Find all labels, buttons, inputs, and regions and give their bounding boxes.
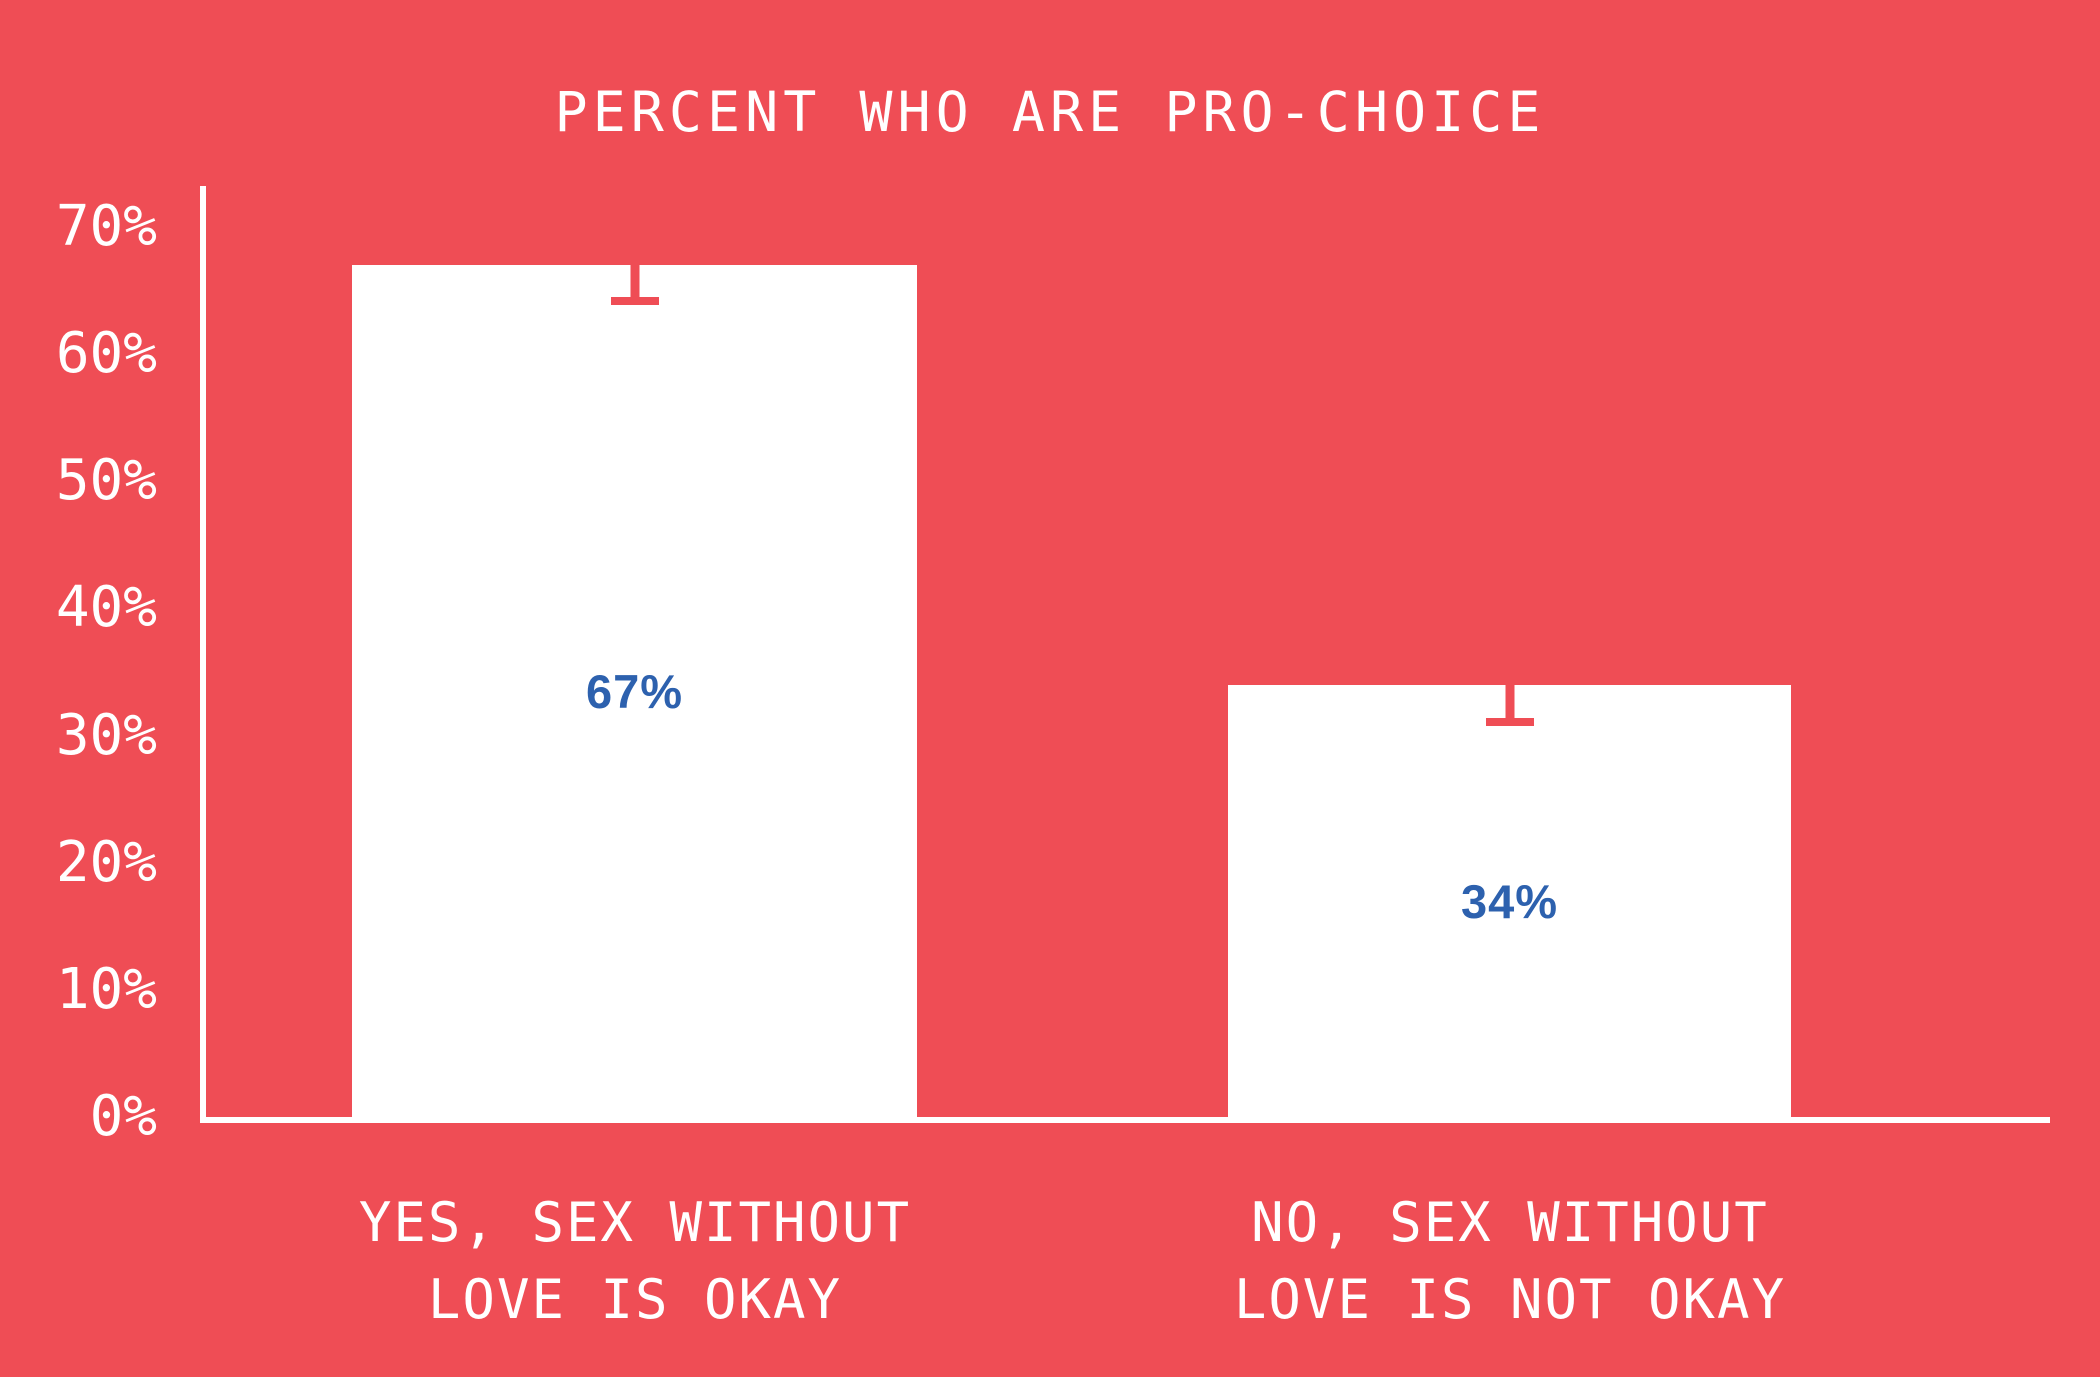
y-tick-label: 50% (55, 448, 157, 514)
x-category-label: YES, SEX WITHOUT LOVE IS OKAY (225, 1184, 1045, 1338)
x-axis-line (200, 1117, 2050, 1123)
x-category-label: NO, SEX WITHOUT LOVE IS NOT OKAY (1100, 1184, 1920, 1338)
x-category-label-line: LOVE IS NOT OKAY (1233, 1268, 1787, 1331)
error-bar-stem (1505, 685, 1514, 726)
bar-value-label: 67% (585, 664, 684, 718)
y-tick-label: 60% (55, 321, 157, 387)
y-tick-label: 20% (55, 829, 157, 895)
x-category-label-line: YES, SEX WITHOUT (358, 1191, 912, 1254)
y-tick-label: 30% (55, 702, 157, 768)
y-tick-label: 10% (55, 956, 157, 1022)
y-tick-label: 70% (55, 194, 157, 259)
bar: 67% (352, 265, 917, 1117)
error-bar-stem (630, 265, 639, 305)
bar: 34% (1228, 685, 1791, 1117)
y-tick-label: 40% (55, 575, 157, 641)
y-tick-label: 0% (89, 1084, 157, 1149)
chart-title: PERCENT WHO ARE PRO-CHOICE (554, 80, 1546, 144)
error-bar-cap (610, 297, 659, 305)
bar-value-label: 34% (1460, 874, 1559, 928)
error-bar-cap (1485, 718, 1534, 726)
x-category-label-line: NO, SEX WITHOUT (1251, 1191, 1769, 1254)
x-category-label-line: LOVE IS OKAY (427, 1268, 843, 1331)
y-axis-line (200, 186, 206, 1122)
